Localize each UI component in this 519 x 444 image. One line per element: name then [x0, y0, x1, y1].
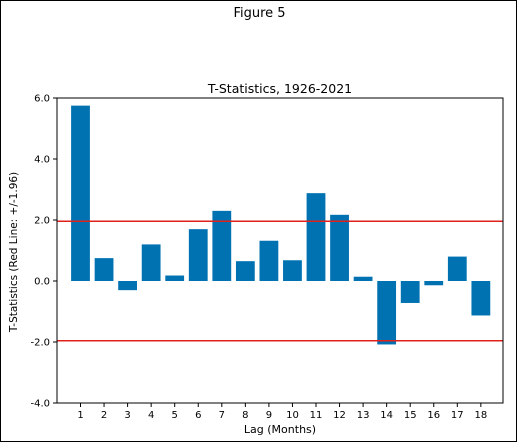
x-tick-label: 12 — [333, 410, 346, 421]
bar-lag-2 — [94, 258, 114, 282]
bar-lag-8 — [235, 261, 255, 281]
x-tick-label: 1 — [77, 410, 83, 421]
y-ticks: -4.0 -2.0 0.0 2.0 4.0 6.0 — [30, 94, 57, 410]
bars — [71, 105, 491, 345]
bar-lag-12 — [330, 214, 349, 281]
reference-lines — [57, 220, 503, 342]
x-tick-label: 10 — [286, 410, 299, 421]
x-axis-label: Lag (Months) — [244, 423, 316, 436]
x-tick-label: 2 — [101, 410, 107, 421]
bar-lag-13 — [353, 276, 373, 281]
y-axis-label: T-Statistics (Red Line: +/-1.96) — [8, 172, 20, 333]
x-tick-label: 6 — [195, 410, 201, 421]
bar-lag-14 — [377, 281, 397, 345]
bar-lag-5 — [165, 275, 185, 281]
x-tick-label: 16 — [427, 410, 440, 421]
y-tick-label: 0.0 — [34, 277, 50, 288]
x-tick-label: 13 — [357, 410, 370, 421]
bar-lag-10 — [283, 260, 302, 281]
bar-lag-3 — [118, 281, 137, 291]
bar-lag-16 — [424, 281, 444, 286]
y-tick-label: 2.0 — [34, 216, 50, 227]
x-tick-label: 11 — [310, 410, 323, 421]
bar-lag-17 — [447, 256, 467, 281]
y-tick-label: 4.0 — [34, 155, 50, 166]
x-tick-label: 14 — [380, 410, 393, 421]
x-tick-label: 3 — [124, 410, 130, 421]
y-tick-label: 6.0 — [34, 94, 50, 105]
x-tick-label: 5 — [172, 410, 178, 421]
bar-lag-7 — [212, 210, 232, 281]
x-tick-label: 9 — [266, 410, 272, 421]
figure-title: Figure 5 — [233, 6, 286, 21]
bar-lag-4 — [141, 244, 161, 281]
bar-lag-6 — [188, 229, 208, 281]
bar-lag-15 — [400, 281, 420, 303]
bar-lag-1 — [71, 105, 90, 282]
x-tick-label: 15 — [404, 410, 417, 421]
x-tick-label: 7 — [219, 410, 225, 421]
axes-box — [56, 97, 504, 404]
x-tick-label: 17 — [451, 410, 464, 421]
y-tick-label: -4.0 — [30, 399, 50, 410]
x-ticks: 1 2 3 4 5 6 7 8 9 10 11 12 13 14 15 16 17 18 — [77, 403, 487, 421]
bar-lag-18 — [471, 281, 491, 316]
x-tick-label: 8 — [242, 410, 248, 421]
bar-lag-9 — [259, 240, 279, 281]
y-tick-label: -2.0 — [30, 338, 50, 349]
chart-title: T-Statistics, 1926-2021 — [207, 81, 352, 96]
x-tick-label: 4 — [148, 410, 154, 421]
bar-lag-11 — [306, 193, 326, 281]
x-tick-label: 18 — [474, 410, 487, 421]
